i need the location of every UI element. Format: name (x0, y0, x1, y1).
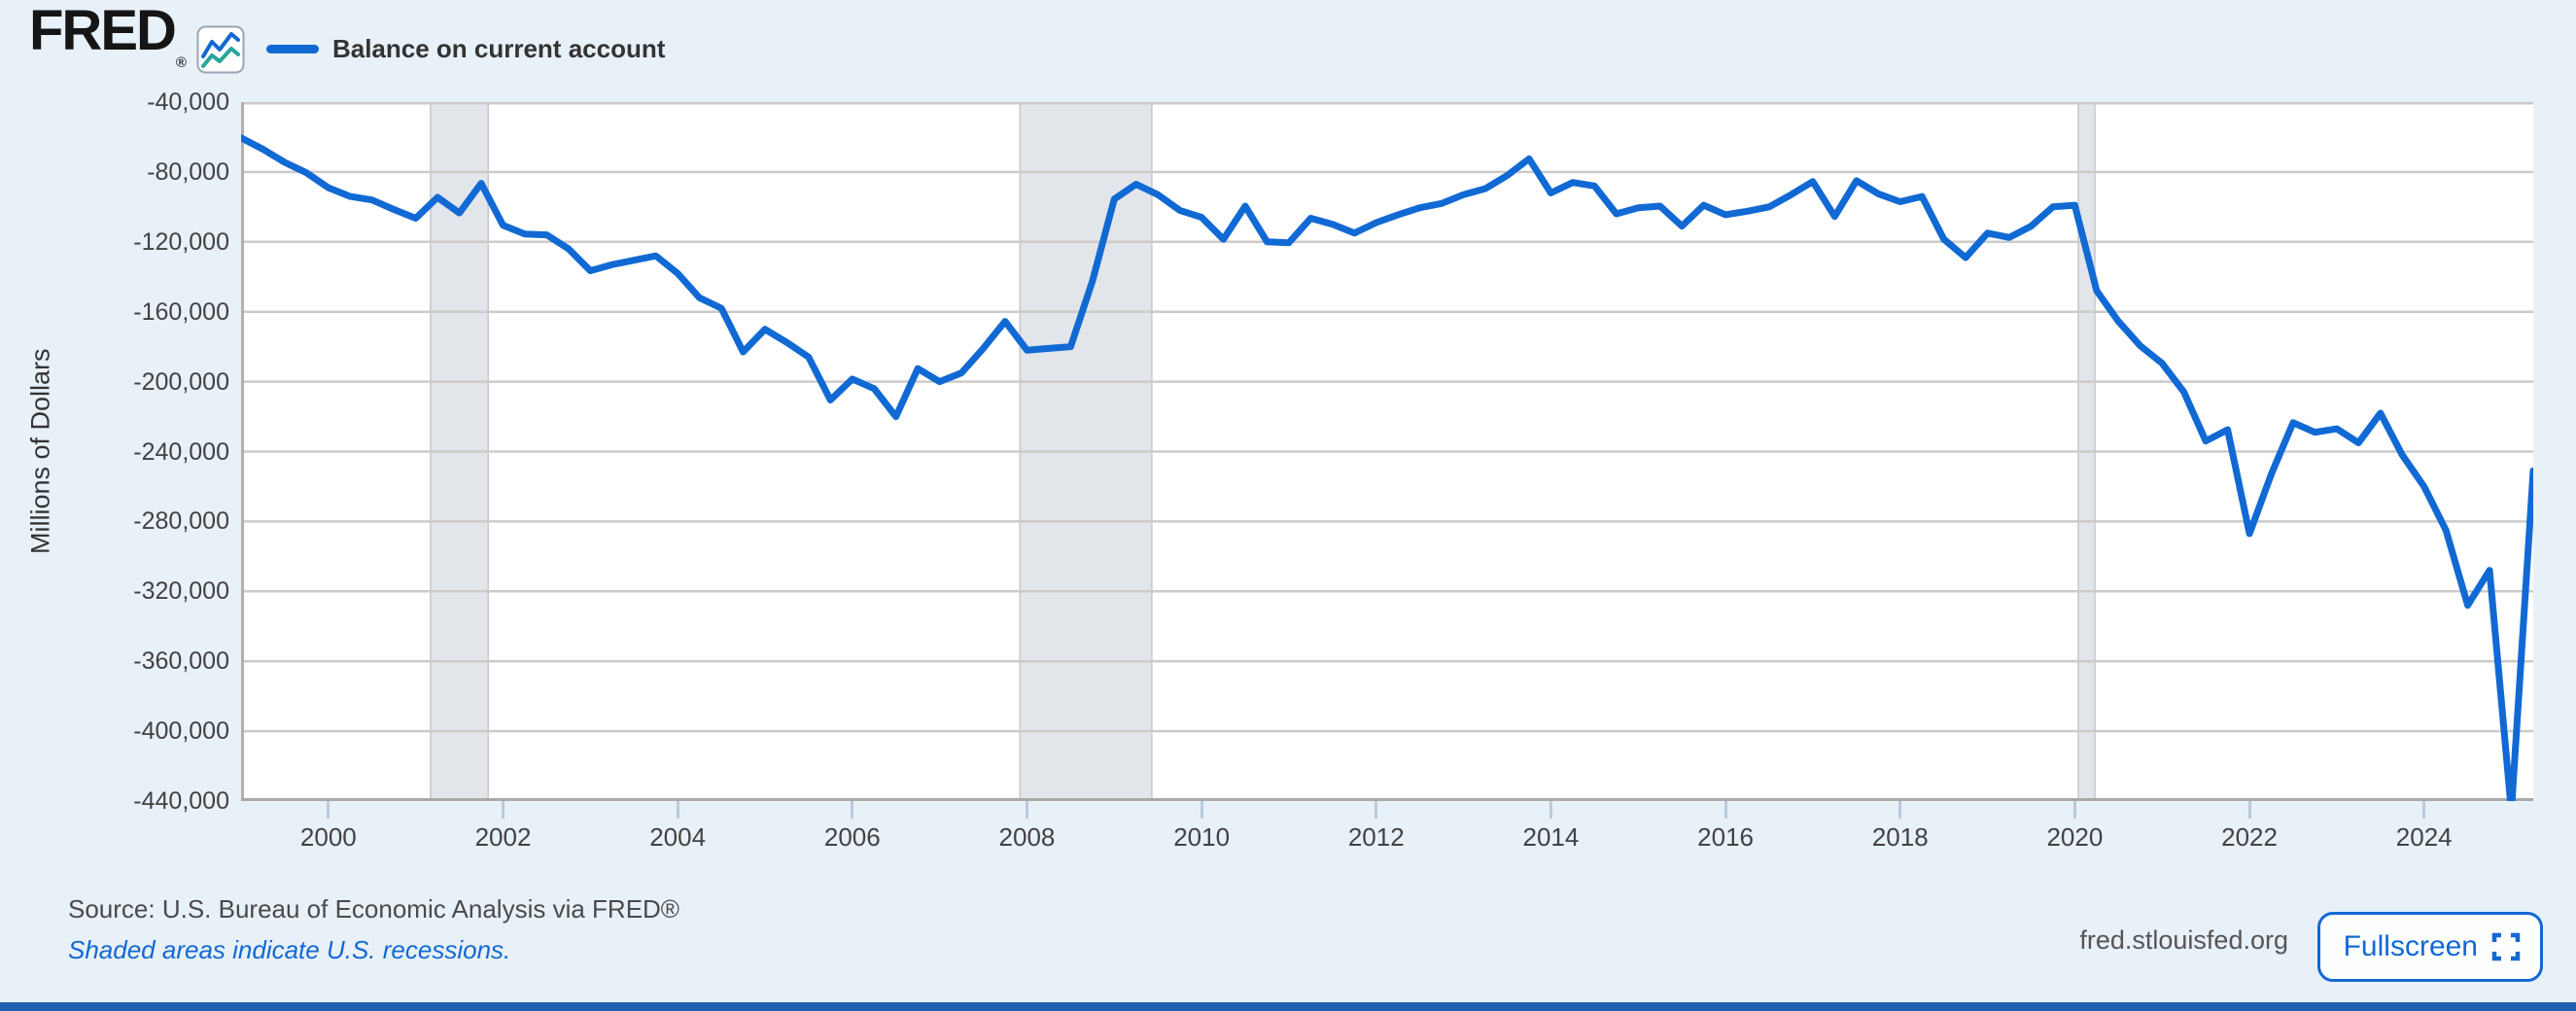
y-tick-label: -40,000 (147, 88, 229, 116)
y-tick-label: -120,000 (133, 227, 229, 256)
x-tick-mark (2422, 801, 2426, 819)
x-tick-mark (1375, 801, 1378, 819)
x-tick-label: 2008 (998, 822, 1056, 852)
x-tick-mark (1898, 801, 1902, 819)
bottom-accent-bar (0, 1002, 2576, 1011)
x-tick-mark (1723, 801, 1727, 819)
x-tick-label: 2018 (1871, 822, 1929, 852)
legend-label: Balance on current account (331, 33, 666, 63)
recessions-link[interactable]: Shaded areas indicate U.S. recessions. (68, 935, 511, 964)
x-tick-mark (327, 801, 331, 819)
site-link[interactable]: fred.stlouisfed.org (2079, 925, 2288, 955)
y-tick-label: -200,000 (133, 367, 229, 396)
x-tick-label: 2016 (1697, 822, 1754, 852)
x-tick-mark (1549, 801, 1552, 819)
x-tick-label: 2020 (2046, 822, 2104, 852)
legend: Balance on current account (265, 33, 666, 64)
x-tick-label: 2012 (1347, 822, 1405, 852)
x-tick-label: 2004 (649, 822, 707, 852)
fullscreen-button[interactable]: Fullscreen (2316, 912, 2543, 982)
y-tick-label: -440,000 (133, 787, 229, 815)
fred-chart-icon (196, 25, 245, 74)
y-tick-label: -280,000 (133, 507, 229, 536)
x-tick-label: 2010 (1173, 822, 1231, 852)
x-tick-mark (1025, 801, 1028, 819)
y-tick-label: -400,000 (133, 717, 229, 746)
x-tick-mark (851, 801, 854, 819)
header: FRED® Balance on current account (29, 1, 666, 78)
x-tick-label: 2024 (2395, 822, 2453, 852)
y-tick-label: -320,000 (133, 577, 229, 606)
fred-logo: FRED® (29, 0, 187, 71)
registered-mark: ® (175, 53, 187, 71)
y-tick-label: -240,000 (133, 437, 229, 466)
x-tick-mark (2247, 801, 2251, 819)
x-tick-mark (1200, 801, 1203, 819)
chart-plot[interactable] (241, 102, 2533, 801)
chart-plot-area[interactable] (241, 102, 2533, 801)
y-tick-label: -160,000 (133, 297, 229, 326)
x-tick-label: 2006 (823, 822, 881, 852)
x-tick-mark (501, 801, 505, 819)
x-tick-label: 2002 (474, 822, 532, 852)
x-tick-label: 2022 (2221, 822, 2278, 852)
data-line (241, 134, 2533, 801)
x-tick-mark (2072, 801, 2076, 819)
x-tick-label: 2000 (299, 822, 357, 852)
legend-line-swatch (265, 44, 319, 53)
source-text: Source: U.S. Bureau of Economic Analysis… (68, 894, 679, 924)
fullscreen-icon (2491, 932, 2521, 961)
x-tick-mark (676, 801, 679, 819)
x-tick-label: 2014 (1522, 822, 1580, 852)
fullscreen-label: Fullscreen (2343, 930, 2478, 962)
y-tick-label: -80,000 (147, 157, 229, 186)
y-tick-label: -360,000 (133, 647, 229, 676)
